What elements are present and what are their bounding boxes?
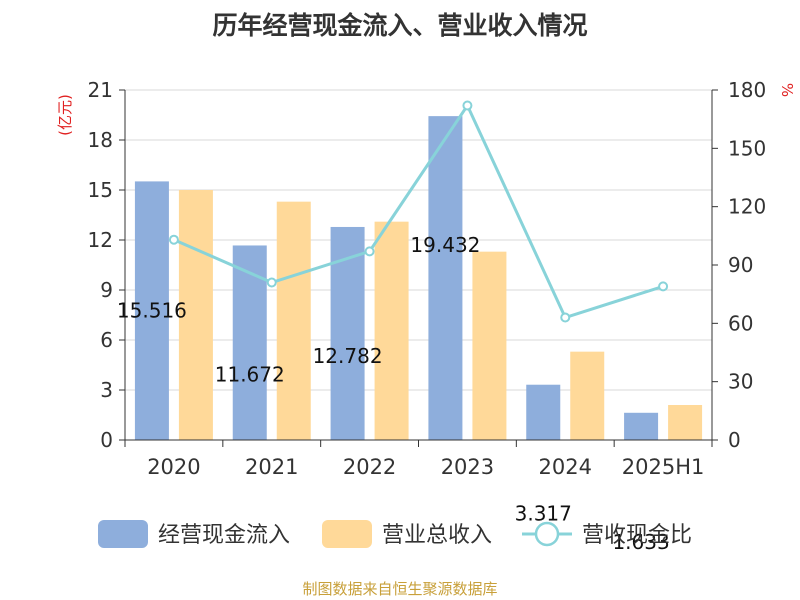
left-tick-label: 3 xyxy=(100,378,113,402)
left-tick-label: 12 xyxy=(88,228,113,252)
axes: 0 3 6 9 12 15 18 21 0 30 60 90 120 150 180 (亿元)% 2020 202… xyxy=(56,78,796,479)
line-point xyxy=(462,100,473,111)
bar xyxy=(668,405,703,440)
left-axis-unit: (亿元) xyxy=(56,94,74,136)
data-label: 11.672 xyxy=(215,362,285,386)
chart-title: 历年经营现金流入、营业收入情况 xyxy=(212,11,588,40)
data-label: 12.782 xyxy=(313,344,383,368)
data-labels: 15.516 11.672 12.782 19.432 3.317 1.633 xyxy=(117,233,670,554)
legend-label: 营业总收入 xyxy=(382,523,492,548)
line-point xyxy=(364,246,375,257)
grid-lines xyxy=(125,89,712,391)
source-note: 制图数据来自恒生聚源数据库 xyxy=(302,580,498,598)
left-tick-label: 21 xyxy=(88,78,113,102)
bar xyxy=(232,245,267,440)
x-tick-label: 2024 xyxy=(539,455,592,479)
right-tick-label: 30 xyxy=(728,370,753,394)
data-label: 1.633 xyxy=(612,530,669,554)
legend-swatch xyxy=(98,520,148,548)
line-point xyxy=(168,234,179,245)
line-point xyxy=(658,281,669,292)
legend-label: 经营现金流入 xyxy=(158,523,290,548)
x-tick-label: 2025H1 xyxy=(622,455,705,479)
left-tick-label: 0 xyxy=(100,428,113,452)
legend-marker-icon xyxy=(534,521,560,547)
ratio-line-path xyxy=(173,102,664,320)
ratio-line xyxy=(168,100,669,323)
bar xyxy=(134,181,169,440)
bar xyxy=(526,384,561,440)
right-tick-label: 60 xyxy=(728,311,753,335)
bars xyxy=(134,116,703,440)
x-tick-label: 2020 xyxy=(147,455,200,479)
data-label: 19.432 xyxy=(410,233,480,257)
line-point xyxy=(266,277,277,288)
bar xyxy=(178,190,213,440)
right-tick-label: 0 xyxy=(728,428,741,452)
bar xyxy=(570,351,605,440)
legend-label: 营收现金比 xyxy=(582,523,692,548)
right-tick-label: 90 xyxy=(728,253,753,277)
bar xyxy=(624,412,659,440)
right-tick-label: 150 xyxy=(728,136,766,160)
legend: 经营现金流入 营业总收入 营收现金比 xyxy=(98,520,692,548)
bar xyxy=(472,251,507,440)
right-tick-label: 120 xyxy=(728,195,766,219)
right-axis-unit: % xyxy=(778,83,796,97)
data-label: 15.516 xyxy=(117,298,187,322)
legend-swatch xyxy=(322,520,372,548)
left-tick-label: 18 xyxy=(88,128,113,152)
left-tick-label: 9 xyxy=(100,278,113,302)
left-tick-label: 15 xyxy=(88,178,113,202)
left-tick-label: 6 xyxy=(100,328,113,352)
bar xyxy=(428,116,463,440)
bar xyxy=(374,221,409,440)
bar xyxy=(276,201,311,440)
x-tick-label: 2022 xyxy=(343,455,396,479)
x-tick-label: 2023 xyxy=(441,455,494,479)
line-point xyxy=(560,312,571,323)
data-label: 3.317 xyxy=(515,502,572,526)
right-tick-label: 180 xyxy=(728,78,766,102)
x-tick-label: 2021 xyxy=(245,455,298,479)
